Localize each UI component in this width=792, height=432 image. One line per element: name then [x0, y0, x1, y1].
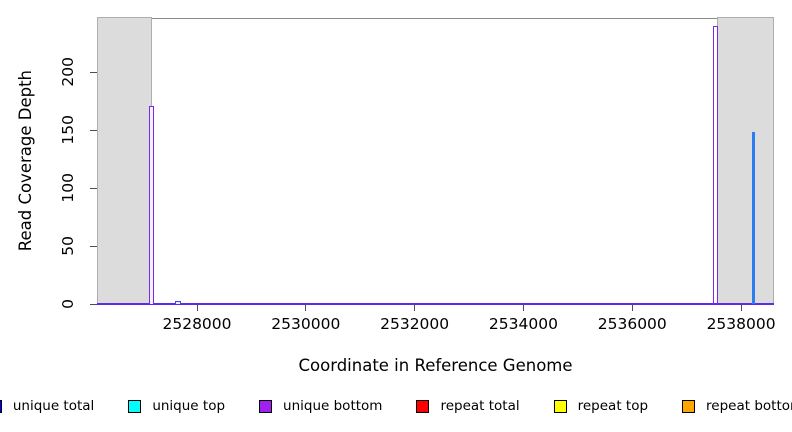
- x-tick-label: 2530000: [271, 315, 341, 333]
- x-tick: [522, 304, 524, 311]
- y-tick-label-text: 50: [59, 236, 77, 256]
- y-axis-title-text: Read Coverage Depth: [15, 70, 35, 252]
- y-axis-title: Read Coverage Depth: [12, 18, 38, 304]
- x-axis-title: Coordinate in Reference Genome: [298, 356, 573, 375]
- legend-label: repeat bottom: [706, 398, 792, 414]
- legend-item-unique-top: unique top: [128, 398, 225, 414]
- x-tick: [414, 304, 416, 311]
- legend-item-unique-total: unique total: [0, 398, 94, 414]
- x-tick: [631, 304, 633, 311]
- coverage-spike: [175, 301, 182, 304]
- x-tick-label: 2536000: [597, 315, 667, 333]
- legend-item-repeat-top: repeat top: [553, 398, 649, 414]
- legend-swatch-icon: [259, 399, 273, 413]
- legend-label: repeat total: [440, 398, 520, 414]
- legend-item-unique-bottom: unique bottom: [259, 398, 382, 414]
- plot-border: [97, 18, 774, 304]
- y-tick-label-text: 100: [59, 173, 77, 203]
- legend-swatch-icon: [553, 399, 567, 413]
- x-tick-label: 2528000: [162, 315, 232, 333]
- legend-swatch-icon: [416, 399, 430, 413]
- legend-label: repeat top: [577, 398, 649, 414]
- legend-item-repeat-total: repeat total: [416, 398, 520, 414]
- coverage-spike: [713, 25, 719, 304]
- legend-label: unique total: [12, 398, 95, 414]
- legend-swatch-icon: [0, 399, 2, 413]
- y-tick: [90, 245, 97, 247]
- legend-swatch-icon: [128, 399, 142, 413]
- masked-region: [97, 17, 152, 305]
- y-tick-label-text: 200: [59, 57, 77, 87]
- y-tick-label: 200: [57, 37, 79, 107]
- legend-label: unique top: [152, 398, 226, 414]
- x-tick-label: 2534000: [488, 315, 558, 333]
- legend-label: unique bottom: [283, 398, 383, 414]
- legend: unique total unique top unique bottom repea…: [0, 398, 792, 414]
- y-tick-label-text: 0: [59, 299, 77, 309]
- coverage-spike: [149, 105, 155, 304]
- y-tick: [90, 71, 97, 73]
- y-tick: [90, 303, 97, 305]
- legend-swatch-icon: [682, 399, 696, 413]
- y-tick: [90, 187, 97, 189]
- x-tick: [305, 304, 307, 311]
- masked-region: [716, 17, 774, 305]
- x-tick-label: 2538000: [706, 315, 776, 333]
- x-tick: [740, 304, 742, 311]
- plot-area: 2528000 2530000 2532000 2534000 2536000 25380…: [59, 17, 776, 333]
- coverage-baseline: [97, 302, 774, 305]
- x-tick-label: 2532000: [380, 315, 450, 333]
- y-tick-label-text: 150: [59, 115, 77, 145]
- coverage-spike: [751, 132, 755, 304]
- y-tick: [90, 129, 97, 131]
- x-tick: [196, 304, 198, 311]
- legend-item-repeat-bottom: repeat bottom: [682, 398, 792, 414]
